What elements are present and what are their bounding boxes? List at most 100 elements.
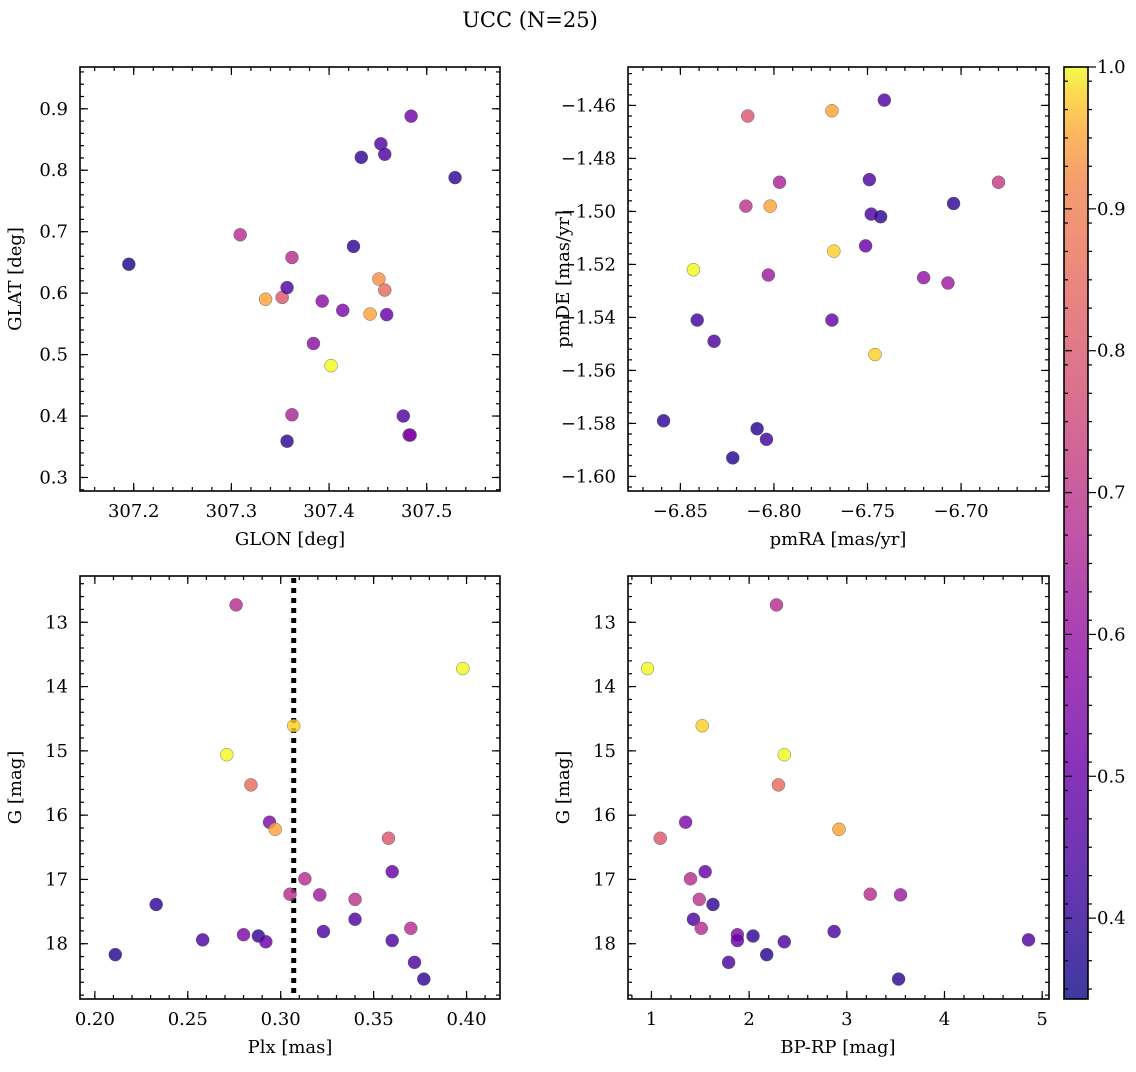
x-tick-label: 1 (646, 1009, 657, 1030)
data-point (761, 268, 776, 282)
y-tick-label: −1.50 (561, 201, 616, 222)
x-tick-label: −6.85 (653, 501, 708, 522)
data-point (771, 778, 786, 792)
data-point (686, 912, 701, 926)
x-tick-label: 307.3 (206, 501, 258, 522)
axes-frame (79, 575, 501, 1000)
y-tick-label: 18 (45, 934, 68, 955)
data-point (379, 307, 394, 322)
data-point (268, 822, 282, 836)
y-tick-label: 18 (593, 934, 616, 955)
data-point (868, 347, 882, 362)
data-point (385, 933, 399, 948)
data-point (640, 661, 655, 676)
x-tick-label: 307.4 (303, 501, 355, 522)
y-tick-label: 0.8 (39, 160, 68, 181)
panel-color-mag: 1 2 3 4 5 13 14 15 16 17 18 BP-RP [mag] G [mag] (553, 575, 1050, 1058)
x-tick-label: 0.20 (75, 1009, 115, 1030)
panel-plx-g: 0.20 0.25 0.30 0.35 0.40 13 14 15 16 17 18 Plx [mas… (5, 575, 501, 1058)
x-axis-label: pmRA [mas/yr] (770, 529, 907, 550)
data-point (653, 831, 667, 845)
data-point (306, 336, 321, 351)
panel-glon-glat: 307.2 307.3 307.4 307.5 0.3 0.4 0.5 0.6 0.7 0.8 0.… (5, 66, 501, 550)
data-point (417, 972, 431, 986)
data-point (877, 93, 892, 107)
x-tick-label: 4 (939, 1009, 950, 1030)
axes-frame (627, 66, 1050, 492)
data-point (229, 598, 243, 612)
data-point (348, 912, 362, 926)
x-axis-label: BP-RP [mag] (780, 1037, 895, 1058)
data-point (283, 887, 297, 901)
data-point (195, 933, 210, 947)
data-point (363, 307, 377, 321)
colorbar-frame (1063, 66, 1089, 1000)
x-tick-label: 0.30 (261, 1009, 301, 1030)
y-tick-label: 16 (45, 805, 68, 826)
x-axis-label: GLON [deg] (235, 529, 345, 550)
y-tick-label: −1.46 (561, 95, 616, 116)
colorbar-tick-label: 0.8 (1097, 341, 1126, 362)
data-point (220, 748, 234, 762)
data-point (772, 175, 787, 189)
data-point (285, 250, 299, 265)
data-point (946, 196, 961, 211)
x-tick-label: 2 (743, 1009, 754, 1030)
data-point (656, 414, 671, 428)
data-point (721, 955, 736, 970)
data-point (759, 432, 774, 447)
y-tick-label: −1.56 (561, 360, 616, 381)
data-point (694, 921, 708, 935)
data-point (236, 928, 251, 942)
y-tick-label: 0.5 (39, 345, 68, 366)
data-point (678, 815, 693, 829)
data-point (686, 263, 701, 277)
data-point (690, 313, 704, 327)
x-tick-label: 307.5 (401, 501, 453, 522)
y-tick-label: −1.60 (561, 466, 616, 487)
colorbar-tick-label: 0.5 (1097, 766, 1126, 787)
data-point (891, 972, 906, 986)
data-point (346, 239, 361, 254)
data-point (404, 109, 418, 123)
data-point (244, 778, 258, 792)
data-point (336, 303, 350, 318)
y-tick-label: 0.4 (39, 406, 68, 427)
data-point (750, 422, 764, 436)
x-tick-label: 0.35 (354, 1009, 394, 1030)
data-point (991, 175, 1006, 189)
data-point (259, 935, 273, 949)
data-point (692, 892, 707, 907)
y-tick-label: −1.52 (561, 254, 616, 275)
data-point (385, 865, 399, 879)
figure-title: UCC (N=25) (462, 8, 598, 32)
data-point (233, 228, 247, 242)
data-point (298, 872, 312, 886)
data-point (280, 434, 294, 448)
data-point (149, 897, 163, 912)
x-tick-label: −6.70 (933, 501, 988, 522)
data-point (404, 921, 418, 935)
y-tick-label: 17 (593, 869, 616, 890)
y-tick-label: −1.58 (561, 413, 616, 434)
data-point (456, 661, 470, 676)
y-tick-label: 16 (593, 805, 616, 826)
y-tick-label: 15 (45, 741, 68, 762)
data-point (763, 199, 777, 213)
data-point (827, 924, 841, 939)
data-point (827, 244, 841, 258)
axes-frame (79, 66, 501, 492)
data-point (858, 239, 873, 253)
y-tick-label: 14 (593, 677, 616, 698)
colorbar-tick-label: 0.6 (1097, 624, 1126, 645)
data-point (769, 598, 784, 612)
data-point (448, 170, 462, 185)
x-tick-label: −6.75 (840, 501, 895, 522)
data-point (777, 748, 791, 762)
y-tick-label: 15 (593, 741, 616, 762)
data-point (315, 294, 329, 308)
y-axis-label: G [mag] (553, 751, 574, 824)
axes-frame (627, 575, 1050, 1000)
x-tick-label: 0.25 (168, 1009, 208, 1030)
